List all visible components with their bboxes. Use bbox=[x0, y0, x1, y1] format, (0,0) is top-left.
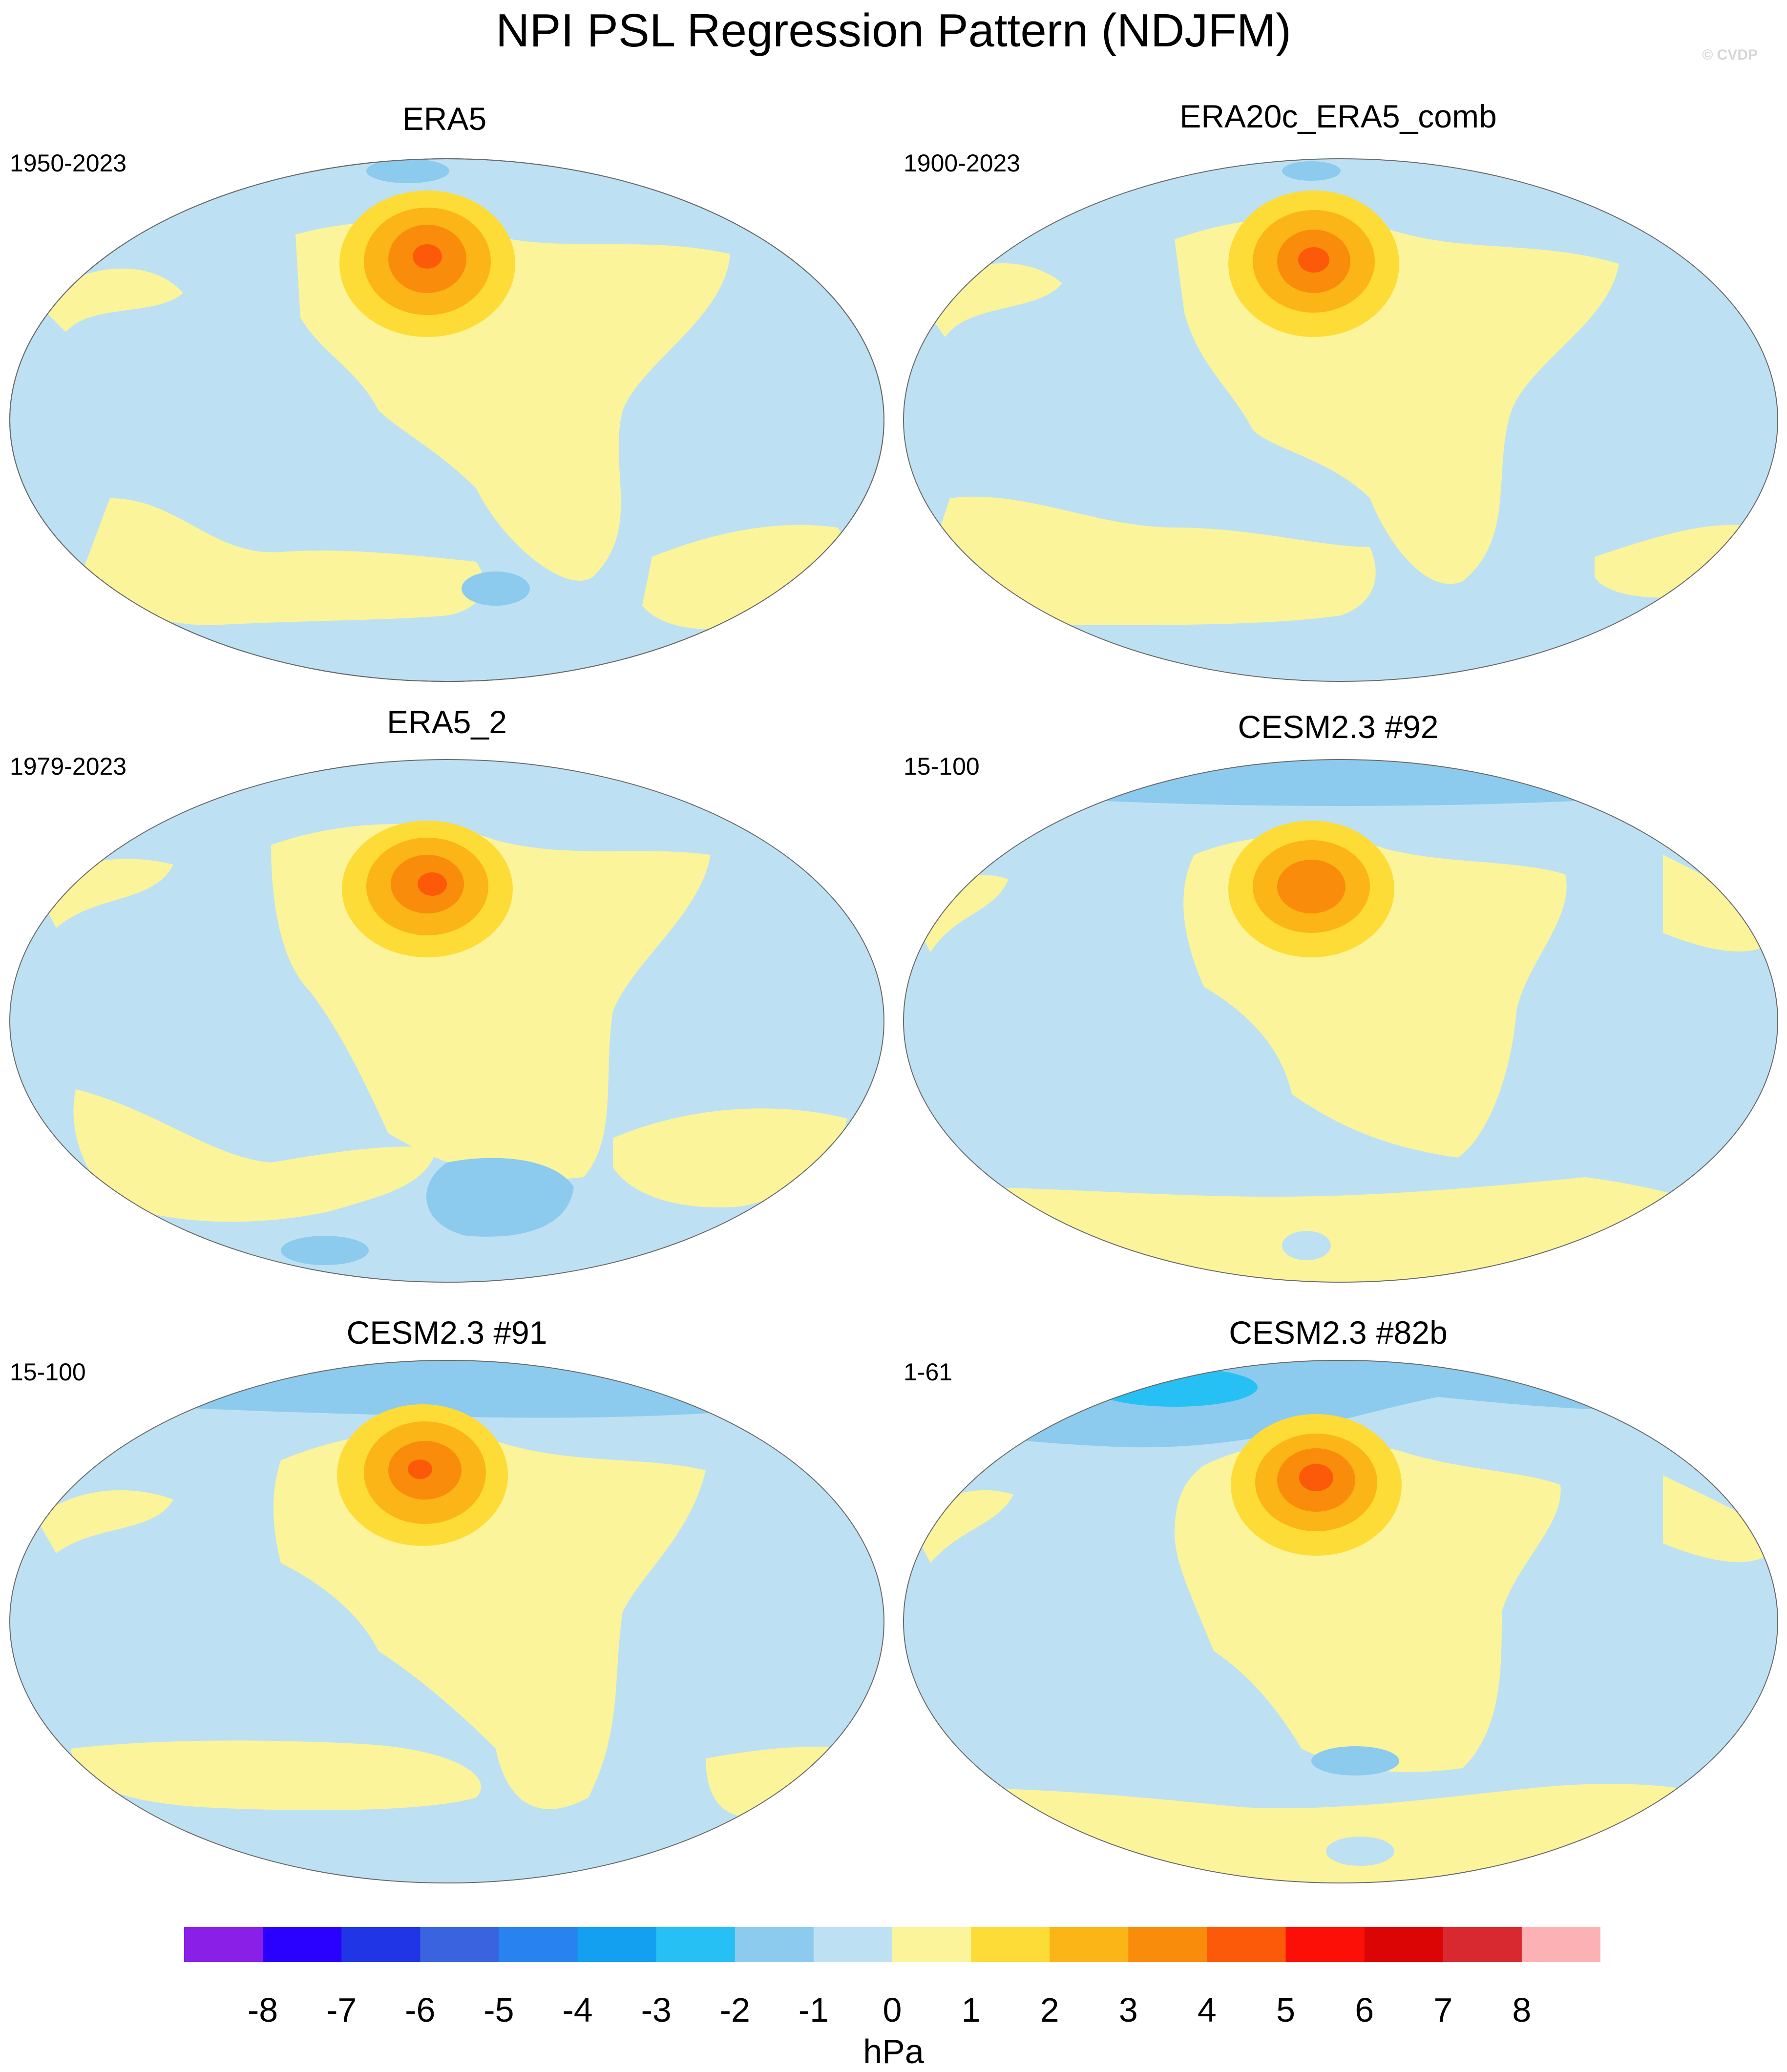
map-panel-1 bbox=[9, 158, 884, 682]
map-strong-negative-region bbox=[1092, 1368, 1258, 1407]
map-negative-region bbox=[281, 1236, 369, 1265]
colorbar-tick-label: -7 bbox=[326, 1991, 357, 2029]
map-positive-region bbox=[37, 1490, 173, 1553]
credit-watermark: © CVDP bbox=[1702, 47, 1758, 63]
map-panel-3 bbox=[9, 759, 884, 1283]
colorbar-tick-label: -5 bbox=[484, 1991, 514, 2029]
colorbar-swatch bbox=[656, 1927, 736, 1962]
panel-6-title: CESM2.3 #82b bbox=[1229, 1314, 1448, 1351]
map-neutral-patch bbox=[1326, 1837, 1394, 1866]
map-positive-region bbox=[642, 525, 844, 629]
figure-title: NPI PSL Regression Pattern (NDJFM) bbox=[496, 4, 1291, 57]
colorbar-swatch bbox=[1521, 1927, 1600, 1962]
colorbar-tick-label: -3 bbox=[641, 1991, 672, 2029]
colorbar-tick-label: 5 bbox=[1276, 1991, 1296, 2029]
colorbar-tick-label: -2 bbox=[719, 1991, 750, 2029]
colorbar-swatch bbox=[420, 1927, 499, 1962]
map-contour-4 bbox=[1298, 247, 1329, 273]
map-negative-region bbox=[462, 571, 530, 606]
colorbar-swatch bbox=[263, 1927, 342, 1962]
map-panel-2 bbox=[903, 158, 1778, 682]
colorbar-tick-label: -1 bbox=[798, 1991, 829, 2029]
map-negative-region bbox=[1282, 161, 1341, 181]
map-panel-5 bbox=[9, 1360, 884, 1883]
map-negative-region bbox=[904, 760, 1778, 806]
colorbar-swatch bbox=[577, 1927, 657, 1962]
colorbar-swatch bbox=[1050, 1927, 1129, 1962]
map-panel-4 bbox=[903, 759, 1778, 1283]
colorbar-swatch bbox=[971, 1927, 1050, 1962]
panel-1-period: 1950-2023 bbox=[10, 149, 127, 177]
colorbar-swatch bbox=[499, 1927, 578, 1962]
map-contour-4 bbox=[408, 1459, 432, 1479]
panel-3-period: 1979-2023 bbox=[10, 753, 127, 780]
colorbar-swatch bbox=[184, 1927, 263, 1962]
panel-6-period: 1-61 bbox=[904, 1358, 953, 1386]
colorbar-swatch bbox=[341, 1927, 420, 1962]
map-neutral-patch bbox=[1282, 1231, 1331, 1260]
colorbar-tick-label: 1 bbox=[961, 1991, 981, 2029]
colorbar-tick-label: -8 bbox=[247, 1991, 278, 2029]
panel-1-title: ERA5 bbox=[402, 101, 487, 137]
colorbar-tick-label: 2 bbox=[1040, 1991, 1059, 2029]
colorbar-swatch bbox=[813, 1927, 893, 1962]
colorbar-swatch bbox=[735, 1927, 814, 1962]
map-positive-region bbox=[613, 1108, 847, 1207]
map-negative-region bbox=[1311, 1746, 1399, 1776]
map-positive-region bbox=[81, 498, 484, 625]
colorbar-swatch bbox=[1128, 1927, 1207, 1962]
map-contour-4 bbox=[418, 872, 447, 896]
colorbar-swatch bbox=[892, 1927, 971, 1962]
panel-5-period: 15-100 bbox=[10, 1358, 86, 1386]
map-positive-region bbox=[73, 1089, 438, 1222]
panel-3-title: ERA5_2 bbox=[387, 704, 507, 740]
colorbar-units: hPa bbox=[863, 2032, 924, 2071]
colorbar-tick-label: 6 bbox=[1355, 1991, 1374, 2029]
colorbar-swatch bbox=[1285, 1927, 1365, 1962]
colorbar bbox=[184, 1927, 1600, 1962]
map-negative-region bbox=[366, 159, 449, 183]
colorbar-swatch bbox=[1443, 1927, 1522, 1962]
map-positive-region bbox=[1663, 1475, 1778, 1562]
colorbar-swatch bbox=[1207, 1927, 1286, 1962]
map-contour-4 bbox=[1299, 1464, 1333, 1491]
map-positive-region bbox=[71, 1740, 481, 1810]
map-positive-region bbox=[706, 1747, 847, 1817]
map-panel-6 bbox=[903, 1360, 1778, 1883]
map-contour-4 bbox=[413, 244, 442, 269]
colorbar-tick-label: 3 bbox=[1118, 1991, 1138, 2029]
panel-4-title: CESM2.3 #92 bbox=[1238, 709, 1439, 745]
colorbar-tick-label: 7 bbox=[1433, 1991, 1453, 2029]
panel-2-period: 1900-2023 bbox=[904, 149, 1021, 177]
map-contour-3 bbox=[1277, 860, 1346, 913]
colorbar-tick-label: 4 bbox=[1197, 1991, 1217, 2029]
map-positive-region bbox=[930, 496, 1376, 625]
colorbar-tick-label: -6 bbox=[405, 1991, 436, 2029]
panel-2-title: ERA20c_ERA5_comb bbox=[1179, 98, 1497, 134]
colorbar-tick-label: 0 bbox=[883, 1991, 902, 2029]
panel-5-title: CESM2.3 #91 bbox=[346, 1314, 547, 1351]
colorbar-tick-label: -4 bbox=[562, 1991, 593, 2029]
colorbar-tick-label: 8 bbox=[1512, 1991, 1532, 2029]
map-positive-region bbox=[1663, 855, 1778, 951]
colorbar-swatch bbox=[1364, 1927, 1444, 1962]
map-negative-region bbox=[426, 1158, 574, 1237]
panel-4-period: 15-100 bbox=[904, 753, 980, 780]
